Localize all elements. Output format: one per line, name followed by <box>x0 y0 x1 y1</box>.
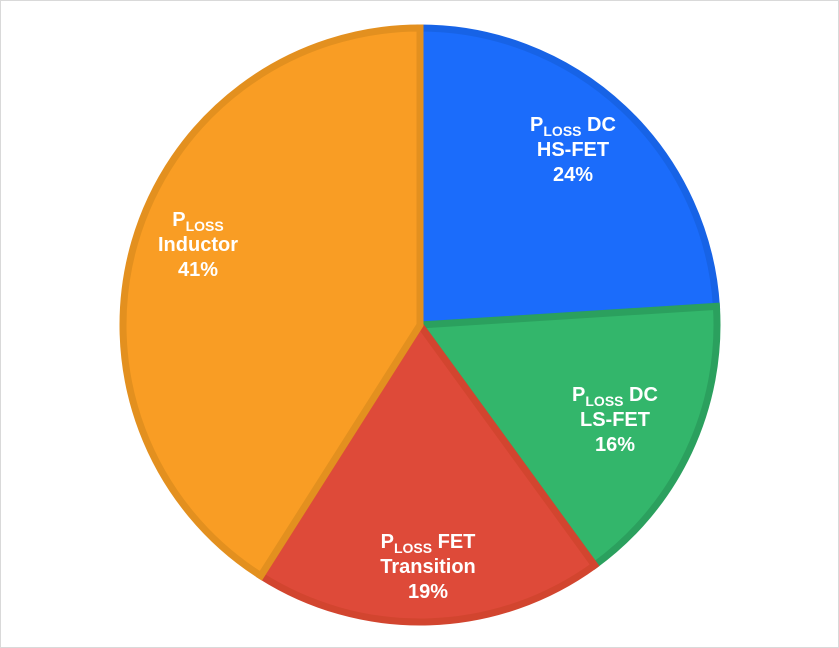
pie-slice-transition <box>256 318 600 626</box>
slice-label: PLOSS DC HS-FET 24% <box>530 114 616 186</box>
slice-label: PLOSS Inductor 41% <box>158 209 238 281</box>
slice-label: PLOSS DC LS-FET 16% <box>572 384 658 456</box>
pie-slice-hs-fet <box>416 24 721 329</box>
pie-slice-inductor <box>119 24 424 581</box>
pie-slice-ls-fet <box>413 302 721 571</box>
slice-label: PLOSS FET Transition 19% <box>380 531 476 603</box>
